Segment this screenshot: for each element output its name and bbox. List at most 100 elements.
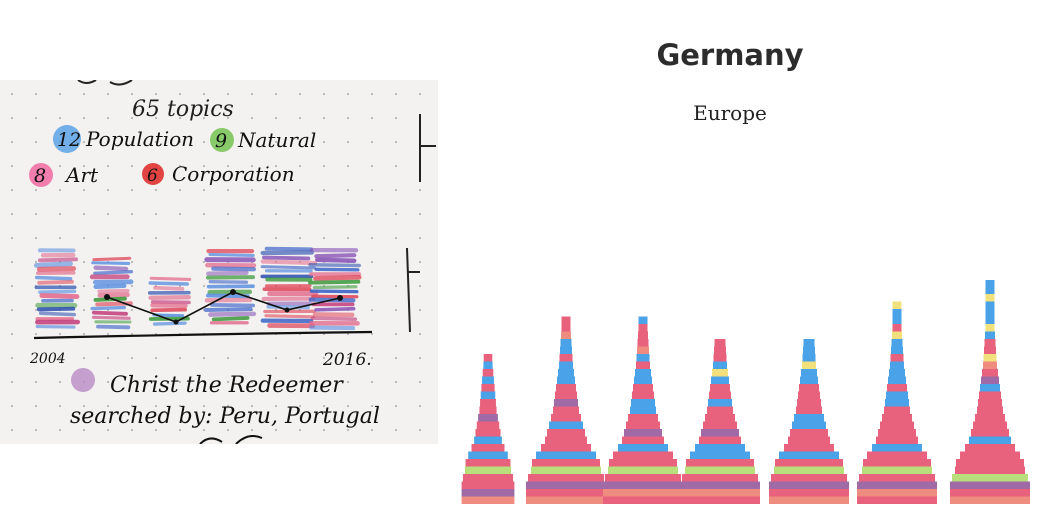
stack-block [891, 339, 903, 347]
stack-block [799, 384, 819, 392]
stack-block [638, 324, 648, 332]
stack-block [872, 444, 922, 452]
pencil-stroke [312, 285, 358, 290]
pencil-stroke [206, 270, 249, 276]
pencil-stroke [211, 316, 250, 322]
stack-block [859, 474, 935, 482]
sketch-baseline [33, 330, 373, 340]
stack-block [613, 451, 673, 459]
stack-block [708, 399, 732, 407]
stack-block [950, 489, 1030, 497]
stack-block [561, 316, 571, 324]
pencil-stroke [149, 276, 192, 281]
legend-label-population: Population [85, 127, 194, 151]
stack-block [680, 489, 760, 497]
stack-block [801, 369, 817, 377]
legend-label-art: Art [64, 163, 99, 187]
pencil-stroke [211, 266, 256, 272]
stack-block [479, 406, 497, 414]
country-title: Germany [656, 38, 804, 72]
stack-block [784, 444, 834, 452]
stack-block [703, 421, 737, 429]
pencil-stroke [206, 293, 250, 299]
pencil-stroke [208, 311, 257, 317]
stack-block [803, 346, 815, 354]
stack-block [798, 391, 820, 399]
stack-block [701, 429, 739, 437]
pencil-stroke [313, 275, 362, 281]
stack-block [985, 294, 995, 302]
stack-block [796, 406, 822, 414]
stack-block [982, 369, 998, 377]
stack-block [769, 489, 849, 497]
legend-count-art: 8 [34, 165, 46, 187]
stack-block [713, 354, 727, 362]
stack-block [973, 421, 1007, 429]
pencil-stroke [150, 307, 187, 313]
stack-block [978, 399, 1002, 407]
stack-block [462, 474, 514, 482]
pencil-stroke [38, 289, 77, 294]
stack-block [878, 429, 916, 437]
pencil-stroke [314, 267, 360, 272]
pencil-stroke [308, 279, 361, 285]
stack-block [483, 361, 493, 369]
bracket-top [419, 114, 436, 182]
stack-block [461, 496, 515, 504]
stack-block [794, 414, 824, 422]
stack-block [680, 496, 760, 504]
pencil-stroke [93, 265, 129, 272]
stack-block [891, 346, 903, 354]
stack-block [638, 316, 648, 324]
pencil-stroke [148, 295, 191, 301]
stack-block [559, 361, 573, 369]
stack-block [984, 339, 996, 347]
pencil-stroke [97, 292, 130, 298]
legend-count-natural: 9 [215, 130, 227, 152]
stack-block [636, 361, 650, 369]
stack-block [634, 376, 652, 384]
pyramid-chart [461, 280, 1030, 504]
stack-block [475, 429, 501, 437]
stack-block [985, 316, 995, 324]
stack-block [800, 376, 818, 384]
pyramid-stack [680, 339, 760, 504]
stack-block [526, 481, 606, 489]
stack-block [482, 369, 494, 377]
stack-block [892, 309, 902, 317]
pencil-stroke [315, 257, 357, 263]
stack-block [955, 466, 1025, 474]
pencil-stroke [93, 283, 127, 289]
stack-block [482, 376, 494, 384]
stack-block [985, 331, 995, 339]
pencil-stroke [264, 314, 315, 319]
stack-block [890, 354, 904, 362]
stack-block [686, 459, 754, 467]
stack-block [553, 406, 579, 414]
stack-block [556, 384, 576, 392]
stack-block [690, 451, 750, 459]
legend-label-corporation: Corporation [172, 162, 295, 186]
stack-block [468, 451, 508, 459]
stack-block [712, 369, 728, 377]
stack-block [880, 421, 914, 429]
legend-dot-corporation [142, 163, 164, 185]
stack-block [889, 369, 905, 377]
stack-block [635, 369, 651, 377]
stack-block [975, 414, 1005, 422]
pencil-stroke [93, 296, 127, 302]
pencil-strokes [33, 246, 362, 331]
stack-block [985, 324, 995, 332]
note-line-3-partial [199, 435, 263, 444]
pencil-stroke [312, 312, 355, 318]
stack-block [952, 474, 1028, 482]
stack-block [532, 459, 600, 467]
stack-block [680, 481, 760, 489]
stack-block [603, 489, 683, 497]
stack-block [981, 376, 999, 384]
stack-block [884, 406, 910, 414]
stack-block [892, 331, 902, 339]
stack-block [867, 451, 927, 459]
pencil-stroke [208, 252, 255, 257]
pencil-stroke [314, 253, 357, 259]
